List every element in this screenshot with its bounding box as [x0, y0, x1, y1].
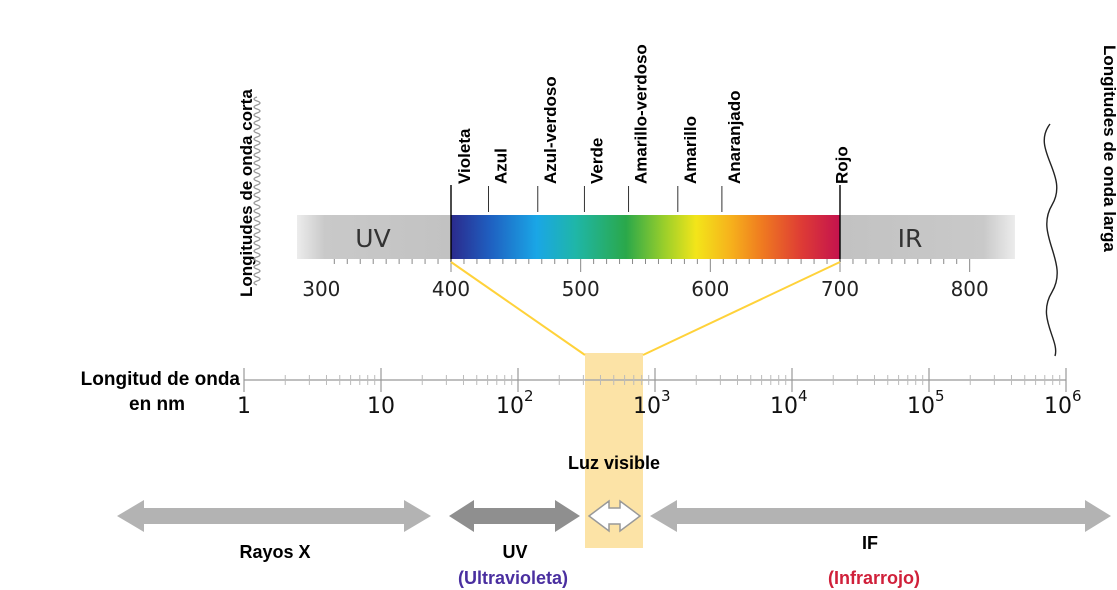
visible-spectrum-band — [451, 215, 840, 259]
color-name-violeta: Violeta — [455, 128, 474, 184]
log-tick-labels: 1 10 10 2 10 3 10 4 10 5 10 6 — [237, 387, 1082, 419]
visible-range-arrow — [587, 499, 642, 533]
color-name-ticks — [487, 186, 723, 212]
log-tick-label: 10 — [1044, 394, 1072, 419]
ir-band-label: IR — [898, 224, 923, 253]
ir-range-label: IF — [862, 533, 878, 553]
ir-range-arrow — [650, 500, 1111, 532]
ir-range-sublabel: (Infrarrojo) — [828, 568, 920, 588]
color-name-amarillo: Amarillo — [681, 116, 700, 184]
log-axis-label-line1: Longitud de onda — [81, 369, 241, 390]
log-tick-exponent: 3 — [661, 387, 671, 405]
log-tick-label: 1 — [237, 394, 251, 419]
log-tick-label: 10 — [367, 394, 395, 419]
uv-range-sublabel: (Ultravioleta) — [458, 568, 568, 588]
ir-band — [840, 215, 1015, 259]
color-name-azul-verdoso: Azul-verdoso — [541, 76, 560, 184]
nm-tick-label: 500 — [562, 277, 600, 301]
long-wavelength-label: Longitudes de onda larga — [1100, 45, 1117, 252]
color-name-amarillo-verdoso: Amarillo-verdoso — [632, 44, 651, 184]
short-wave-icon — [253, 96, 261, 286]
nm-tick-label: 400 — [432, 277, 470, 301]
nm-tick-label: 700 — [821, 277, 859, 301]
color-name-rojo: Rojo — [833, 146, 852, 184]
color-name-verde: Verde — [587, 138, 606, 184]
log-tick-exponent: 4 — [798, 387, 808, 405]
log-tick-label: 10 — [770, 394, 798, 419]
color-names: Violeta Azul Azul-verdoso Verde Amarillo-ver… — [455, 44, 851, 184]
nm-tick-label: 300 — [302, 277, 340, 301]
log-tick-marks — [243, 368, 1067, 392]
log-tick-label: 10 — [496, 394, 524, 419]
short-wavelength-label: Longitudes de onda corta — [237, 89, 256, 297]
nm-tick-label: 600 — [691, 277, 729, 301]
projection-line-right — [642, 261, 841, 356]
projection-line-left — [450, 261, 586, 356]
log-tick-label: 10 — [633, 394, 661, 419]
uv-band-label: UV — [355, 224, 390, 253]
nm-tick-marks — [333, 259, 971, 272]
log-tick-label: 10 — [907, 394, 935, 419]
long-wave-icon — [1043, 123, 1058, 357]
log-tick-exponent: 5 — [935, 387, 945, 405]
log-tick-exponent: 2 — [524, 387, 534, 405]
log-tick-exponent: 6 — [1072, 387, 1082, 405]
xray-label: Rayos X — [239, 542, 310, 562]
visible-light-label: Luz visible — [568, 453, 660, 473]
xray-range-arrow — [117, 500, 431, 532]
color-name-azul: Azul — [492, 148, 511, 184]
nm-tick-label: 800 — [951, 277, 989, 301]
log-axis-label-line2: en nm — [129, 394, 185, 415]
nm-tick-labels: 300 400 500 600 700 800 — [302, 277, 989, 301]
uv-range-arrow — [449, 500, 580, 532]
color-name-anaranjado: Anaranjado — [725, 90, 744, 184]
uv-band — [297, 215, 451, 259]
uv-range-label: UV — [502, 542, 527, 562]
